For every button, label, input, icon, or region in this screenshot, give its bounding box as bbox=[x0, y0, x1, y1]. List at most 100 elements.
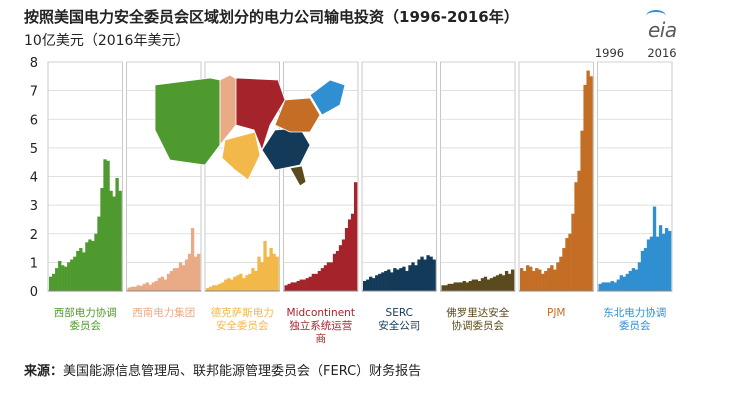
bar bbox=[640, 250, 645, 291]
bar bbox=[369, 276, 373, 291]
logo-swoosh-icon bbox=[646, 10, 666, 22]
bar bbox=[317, 270, 322, 291]
bar bbox=[504, 270, 509, 291]
region-label: 佛罗里达安全协调委员会 bbox=[446, 306, 509, 332]
bar bbox=[160, 276, 165, 291]
bar bbox=[218, 283, 222, 291]
bar bbox=[441, 285, 445, 291]
bar bbox=[115, 177, 119, 291]
bar bbox=[209, 286, 213, 291]
bar bbox=[61, 265, 65, 291]
bar bbox=[577, 170, 581, 291]
bar bbox=[652, 206, 657, 291]
bar bbox=[305, 278, 309, 291]
bar bbox=[91, 240, 95, 291]
bar bbox=[184, 259, 189, 291]
bar bbox=[299, 279, 303, 291]
bar bbox=[655, 236, 660, 291]
y-tick-label: 0 bbox=[30, 285, 38, 300]
panel-6 bbox=[518, 61, 594, 292]
bar bbox=[483, 276, 488, 291]
bar bbox=[296, 280, 300, 291]
bar bbox=[604, 282, 608, 291]
bar bbox=[172, 268, 177, 291]
bar bbox=[332, 253, 337, 291]
bar bbox=[233, 276, 237, 291]
bar bbox=[450, 283, 454, 291]
bar bbox=[498, 273, 503, 291]
bar bbox=[646, 239, 651, 291]
bar bbox=[568, 233, 572, 291]
bar bbox=[290, 282, 294, 291]
bar bbox=[429, 256, 433, 291]
bar bbox=[402, 266, 406, 291]
bar bbox=[154, 280, 159, 291]
bar bbox=[547, 268, 551, 291]
bar bbox=[133, 286, 137, 291]
bar bbox=[414, 265, 418, 291]
bar bbox=[474, 279, 479, 291]
bar bbox=[556, 262, 560, 291]
bar bbox=[157, 278, 162, 291]
bar bbox=[417, 259, 421, 291]
y-tick-label: 5 bbox=[30, 142, 38, 157]
bar bbox=[254, 270, 258, 291]
region-label: 西南电力集团 bbox=[132, 306, 195, 319]
region-label: 德克萨斯电力安全委员会 bbox=[211, 306, 274, 332]
bar bbox=[302, 279, 306, 291]
bar bbox=[507, 273, 512, 291]
bar bbox=[550, 265, 554, 291]
bar bbox=[580, 130, 584, 291]
bar bbox=[562, 248, 566, 291]
bar bbox=[136, 285, 140, 291]
bar bbox=[622, 276, 626, 291]
eia-logo: eia bbox=[646, 10, 677, 42]
region-label: SERC 安全公司 bbox=[378, 307, 420, 332]
bar bbox=[526, 265, 530, 291]
bar bbox=[112, 196, 116, 291]
bar bbox=[257, 256, 261, 291]
bar bbox=[619, 275, 623, 291]
bar bbox=[335, 250, 340, 291]
bar bbox=[329, 262, 334, 291]
bar bbox=[139, 285, 143, 291]
bar bbox=[284, 285, 288, 291]
bar bbox=[396, 269, 400, 291]
bar bbox=[169, 270, 174, 291]
bar bbox=[323, 265, 328, 291]
bar bbox=[251, 268, 255, 291]
bar bbox=[118, 190, 122, 291]
bar bbox=[393, 268, 397, 291]
panel-7 bbox=[597, 61, 673, 292]
bar bbox=[263, 240, 267, 291]
bar bbox=[583, 84, 587, 292]
bar bbox=[178, 262, 183, 291]
bar bbox=[610, 280, 614, 291]
bar bbox=[510, 269, 515, 291]
y-tick-label: 2 bbox=[30, 228, 38, 243]
bar bbox=[468, 280, 473, 291]
bar bbox=[151, 282, 155, 291]
bar bbox=[142, 283, 146, 291]
bar bbox=[444, 285, 448, 291]
bar bbox=[372, 278, 376, 291]
bar bbox=[375, 275, 379, 291]
bar bbox=[529, 266, 533, 291]
bar bbox=[541, 273, 545, 291]
bar bbox=[601, 282, 605, 291]
bar bbox=[571, 213, 575, 291]
bar bbox=[181, 265, 186, 291]
bar bbox=[447, 283, 451, 291]
bar bbox=[227, 278, 231, 291]
bar bbox=[193, 256, 198, 291]
us-region-map-illustration bbox=[154, 74, 346, 187]
bar bbox=[293, 282, 297, 291]
bar bbox=[272, 253, 276, 291]
bar bbox=[661, 233, 666, 291]
bar bbox=[538, 269, 542, 291]
bar bbox=[314, 273, 319, 291]
bar bbox=[266, 256, 270, 291]
bar bbox=[462, 280, 466, 291]
bar bbox=[411, 262, 415, 291]
